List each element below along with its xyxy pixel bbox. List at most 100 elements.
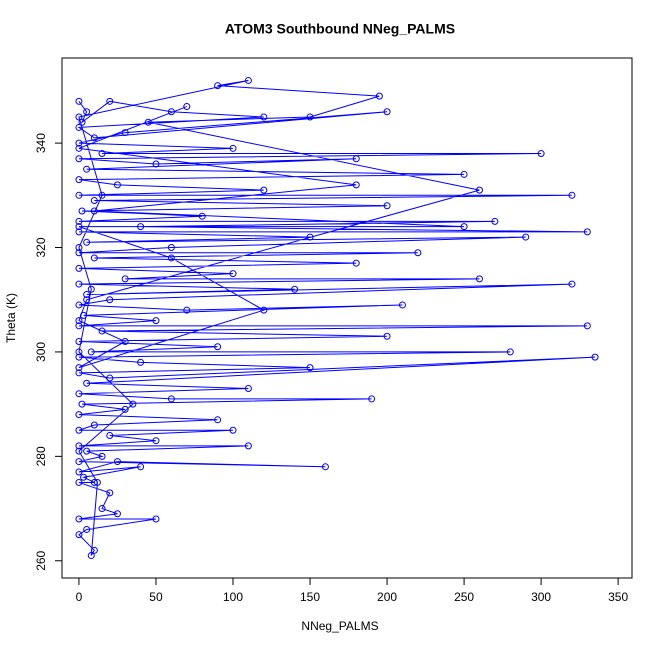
x-tick-label: 100 bbox=[223, 590, 243, 604]
y-tick-label: 260 bbox=[34, 550, 48, 570]
data-point bbox=[167, 395, 175, 403]
x-tick-label: 50 bbox=[149, 590, 163, 604]
data-point bbox=[137, 358, 145, 366]
data-point bbox=[75, 113, 83, 121]
data-point bbox=[214, 343, 222, 351]
data-point bbox=[83, 379, 91, 387]
data-point bbox=[491, 217, 499, 225]
data-point bbox=[568, 280, 576, 288]
data-point bbox=[583, 228, 591, 236]
data-point bbox=[244, 442, 252, 450]
data-point bbox=[537, 150, 545, 158]
data-point bbox=[90, 197, 98, 205]
data-point bbox=[121, 129, 129, 137]
data-point bbox=[321, 463, 329, 471]
data-point bbox=[383, 108, 391, 116]
x-tick-label: 250 bbox=[454, 590, 474, 604]
data-point bbox=[75, 364, 83, 372]
data-point bbox=[414, 249, 422, 257]
data-point bbox=[87, 285, 95, 293]
data-point bbox=[260, 113, 268, 121]
data-point bbox=[75, 531, 83, 539]
y-tick-label: 340 bbox=[34, 133, 48, 153]
data-point bbox=[75, 337, 83, 345]
data-point bbox=[306, 364, 314, 372]
data-point bbox=[75, 264, 83, 272]
data-point bbox=[90, 134, 98, 142]
data-point bbox=[75, 191, 83, 199]
data-point bbox=[306, 233, 314, 241]
data-point bbox=[87, 552, 95, 560]
data-point bbox=[591, 353, 599, 361]
data-point bbox=[121, 405, 129, 413]
data-point bbox=[98, 505, 106, 513]
data-point bbox=[244, 384, 252, 392]
data-point bbox=[75, 390, 83, 398]
data-point bbox=[80, 311, 88, 319]
data-point bbox=[90, 546, 98, 554]
data-point bbox=[291, 285, 299, 293]
data-point bbox=[75, 411, 83, 419]
data-point bbox=[152, 515, 160, 523]
data-point bbox=[75, 301, 83, 309]
data-point bbox=[75, 176, 83, 184]
data-point bbox=[75, 97, 83, 105]
data-point bbox=[75, 369, 83, 377]
y-tick-label: 280 bbox=[34, 446, 48, 466]
data-point bbox=[106, 431, 114, 439]
data-point bbox=[75, 458, 83, 466]
data-point bbox=[83, 238, 91, 246]
x-tick-label: 150 bbox=[300, 590, 320, 604]
data-point bbox=[75, 468, 83, 476]
data-point bbox=[383, 332, 391, 340]
data-point bbox=[87, 348, 95, 356]
data-point bbox=[214, 82, 222, 90]
data-point bbox=[375, 92, 383, 100]
data-point bbox=[106, 97, 114, 105]
data-point bbox=[106, 374, 114, 382]
data-point bbox=[460, 170, 468, 178]
data-point bbox=[167, 244, 175, 252]
data-point bbox=[75, 280, 83, 288]
y-tick-label: 300 bbox=[34, 342, 48, 362]
data-point bbox=[106, 489, 114, 497]
data-point bbox=[121, 275, 129, 283]
data-point bbox=[75, 348, 83, 356]
chart-title: ATOM3 Southbound NNeg_PALMS bbox=[225, 21, 455, 37]
data-point bbox=[198, 212, 206, 220]
data-point bbox=[98, 150, 106, 158]
data-point bbox=[229, 270, 237, 278]
data-point bbox=[93, 478, 101, 486]
data-point bbox=[83, 291, 91, 299]
data-point bbox=[113, 181, 121, 189]
y-tick-label: 320 bbox=[34, 237, 48, 257]
data-point bbox=[78, 118, 86, 126]
data-point bbox=[78, 400, 86, 408]
data-point bbox=[75, 447, 83, 455]
data-point bbox=[144, 118, 152, 126]
data-point bbox=[214, 416, 222, 424]
data-point bbox=[80, 473, 88, 481]
data-point bbox=[183, 306, 191, 314]
data-point bbox=[368, 395, 376, 403]
data-point bbox=[75, 353, 83, 361]
data-point bbox=[75, 123, 83, 131]
data-point bbox=[75, 426, 83, 434]
data-point bbox=[83, 296, 91, 304]
data-point bbox=[75, 155, 83, 163]
data-point bbox=[75, 217, 83, 225]
data-point bbox=[83, 165, 91, 173]
data-point bbox=[90, 254, 98, 262]
data-point bbox=[167, 108, 175, 116]
data-point bbox=[90, 478, 98, 486]
x-axis-label: NNeg_PALMS bbox=[301, 619, 378, 633]
x-tick-label: 200 bbox=[377, 590, 397, 604]
data-point bbox=[352, 155, 360, 163]
data-point bbox=[475, 275, 483, 283]
data-point bbox=[106, 296, 114, 304]
data-point bbox=[583, 322, 591, 330]
data-point bbox=[113, 458, 121, 466]
data-point bbox=[475, 186, 483, 194]
x-tick-label: 350 bbox=[608, 590, 628, 604]
x-tick-label: 300 bbox=[531, 590, 551, 604]
